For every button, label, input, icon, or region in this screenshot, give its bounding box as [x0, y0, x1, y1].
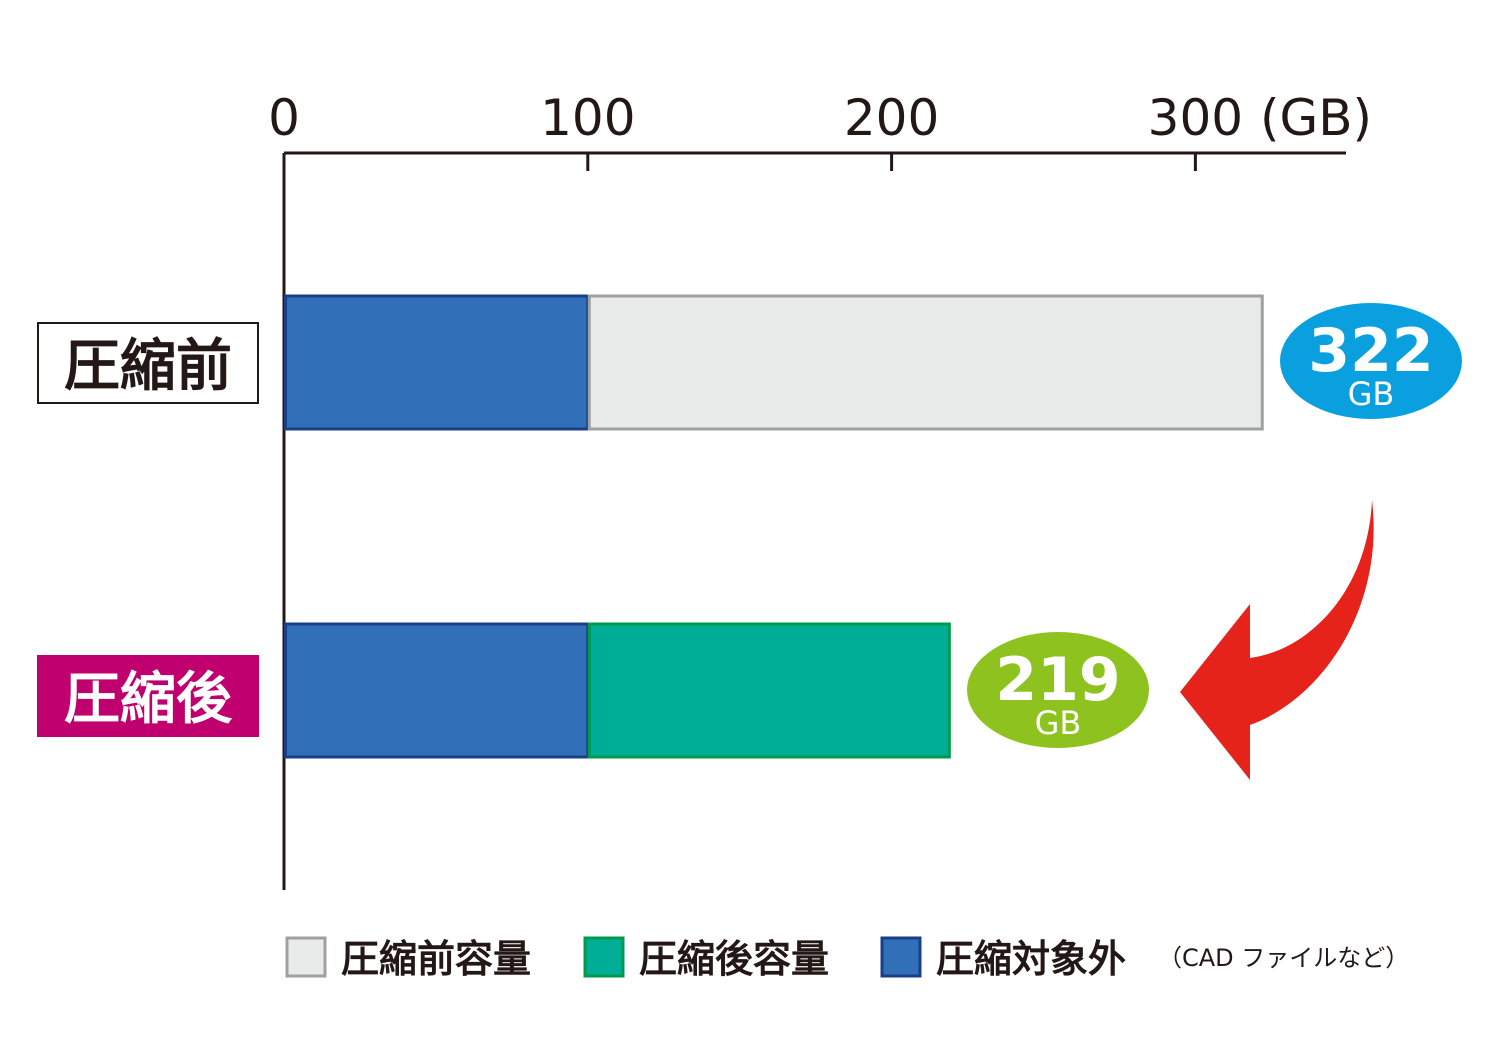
legend-note: （CAD ファイルなど） [1158, 944, 1409, 972]
legend-swatch [583, 936, 625, 978]
bar-segment [284, 622, 590, 759]
red-arrow-icon [1180, 500, 1374, 780]
total-badge [1280, 303, 1462, 419]
legend-label: 圧縮前容量 [341, 937, 531, 981]
bar-segment [587, 294, 1264, 431]
legend-swatch [285, 936, 327, 978]
total-unit: GB [1035, 704, 1082, 742]
total-badge [967, 632, 1149, 748]
total-value: 219 [995, 645, 1120, 715]
bar-segment [587, 622, 951, 759]
category-label-box [37, 655, 259, 737]
x-tick-label: 300 [1148, 89, 1243, 147]
total-unit: GB [1348, 375, 1395, 413]
legend-label: 圧縮後容量 [639, 937, 829, 981]
bar-segment [284, 294, 590, 431]
x-tick-label: 100 [540, 89, 635, 147]
legend-swatch [880, 936, 922, 978]
unit-label: (GB) [1260, 89, 1372, 147]
x-tick-label: 0 [268, 89, 300, 147]
x-tick-label: 200 [844, 89, 939, 147]
category-label-box [37, 322, 259, 404]
legend-label: 圧縮対象外 [936, 937, 1126, 981]
category-label: 圧縮前 [64, 334, 232, 399]
total-value: 322 [1308, 316, 1433, 386]
category-label: 圧縮後 [64, 667, 233, 732]
x-axis [282, 151, 1346, 890]
